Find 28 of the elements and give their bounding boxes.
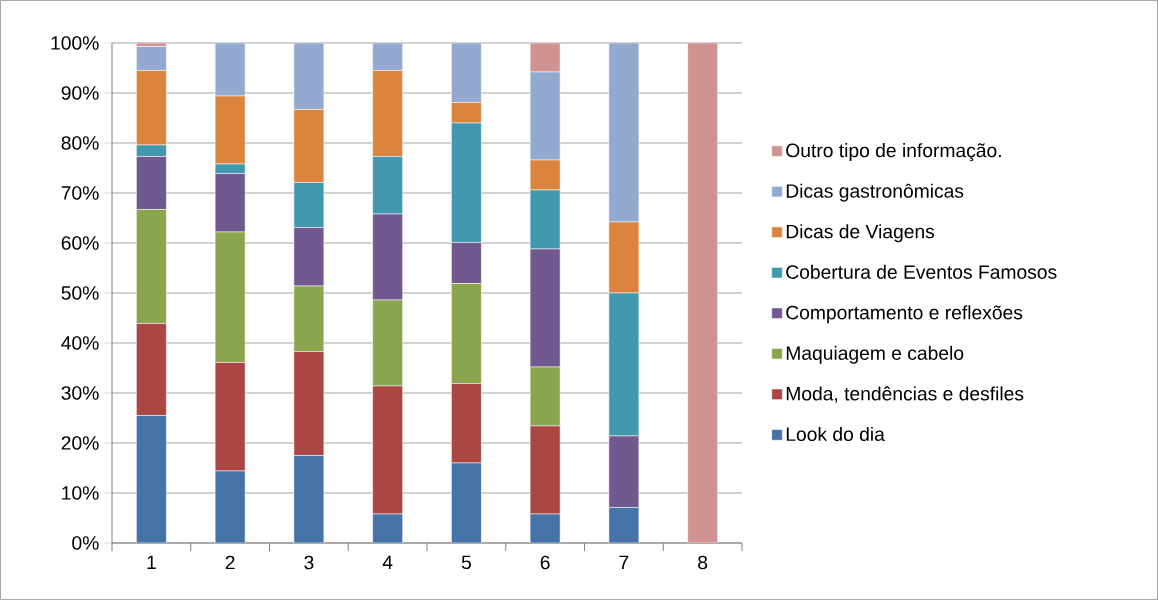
y-tick-label: 80% [61,136,99,150]
y-tick-label: 50% [61,286,99,300]
y-tick-label: 100% [51,36,99,50]
legend-label: Moda, tendências e desfiles [786,386,1024,403]
x-tick-label: 3 [304,555,314,570]
y-tick-label: 70% [61,186,99,200]
x-tick-label: 1 [147,555,156,569]
x-tick-label: 5 [461,555,471,570]
legend-label: Dicas de Viagens [786,224,935,243]
y-tick-label: 0% [72,536,99,550]
y-tick-label: 20% [61,436,99,450]
legend-label: Dicas gastronômicas [786,183,964,202]
legend-label: Look do dia [786,426,885,442]
y-tick-label: 90% [61,86,99,100]
y-tick-label: 40% [61,336,99,350]
y-tick-label: 60% [61,236,99,250]
bar [687,42,718,543]
x-tick-label: 4 [382,555,393,569]
x-tick-label: 7 [619,555,629,569]
legend-label: Cobertura de Eventos Famosos [786,264,1057,279]
x-tick-label: 2 [225,555,235,570]
y-tick-label: 10% [62,486,99,500]
y-tick-label: 30% [61,386,99,400]
legend-label: Comportamento e reflexões [786,305,1023,324]
x-tick-label: 6 [540,555,550,570]
legend-label: Maquiagem e cabelo [786,345,964,364]
legend-label: Outro tipo de informação. [786,143,1001,162]
x-tick-label: 8 [698,555,708,570]
